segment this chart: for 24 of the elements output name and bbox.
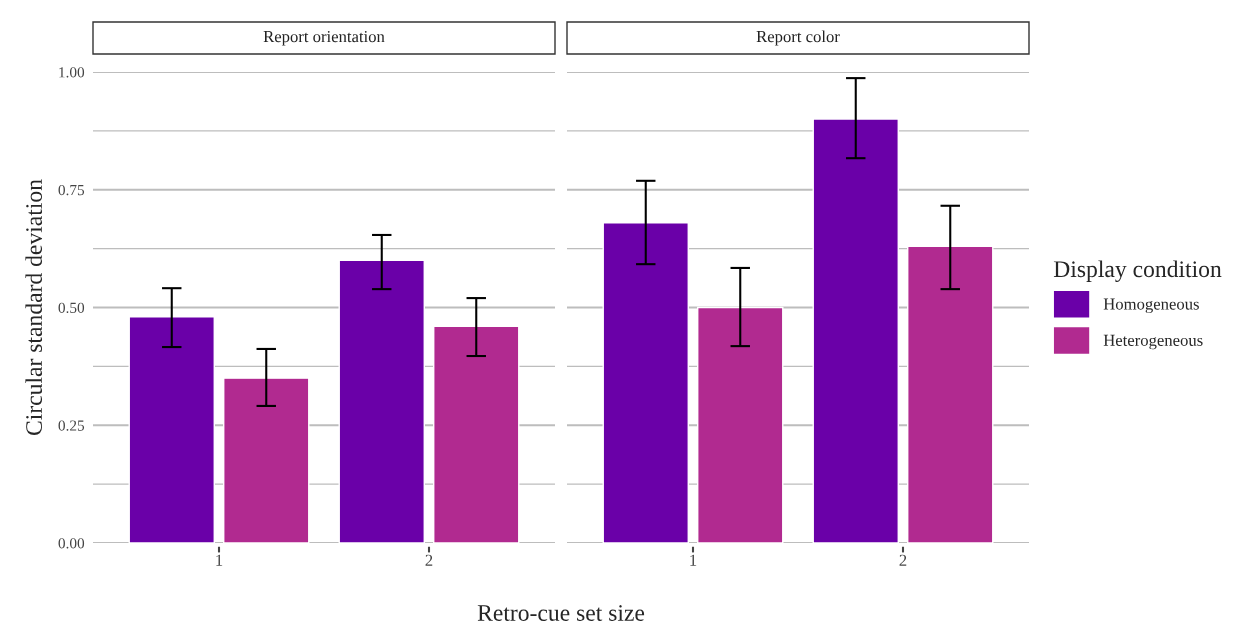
bar	[602, 222, 689, 543]
chart-title: Report orientation	[263, 30, 385, 46]
y-tick-label: 1.00	[59, 67, 85, 78]
bar	[223, 377, 310, 543]
x-tick-label: 2	[425, 554, 433, 566]
x-tick-label: 1	[216, 554, 223, 566]
y-tick-label: 0.75	[58, 184, 85, 196]
bar	[433, 325, 520, 543]
bar	[907, 245, 994, 543]
legend-label: Heterogeneous	[1103, 334, 1203, 350]
bar	[697, 306, 784, 543]
legend-label: Homogeneous	[1103, 298, 1199, 314]
y-tick-label: 0.00	[58, 538, 85, 549]
y-tick-label: 0.50	[58, 302, 85, 314]
x-axis-title: Retro-cue set size	[477, 605, 645, 621]
y-axis-title: Circular standard deviation	[25, 179, 43, 436]
x-tick-label: 2	[899, 554, 907, 566]
bar	[812, 118, 899, 543]
y-tick-label: 0.25	[58, 420, 85, 431]
bar	[128, 316, 215, 543]
bar	[338, 259, 425, 543]
legend-title: Display condition	[1053, 260, 1222, 282]
chart-title: Report color	[756, 30, 840, 46]
x-tick-label: 1	[690, 554, 697, 566]
